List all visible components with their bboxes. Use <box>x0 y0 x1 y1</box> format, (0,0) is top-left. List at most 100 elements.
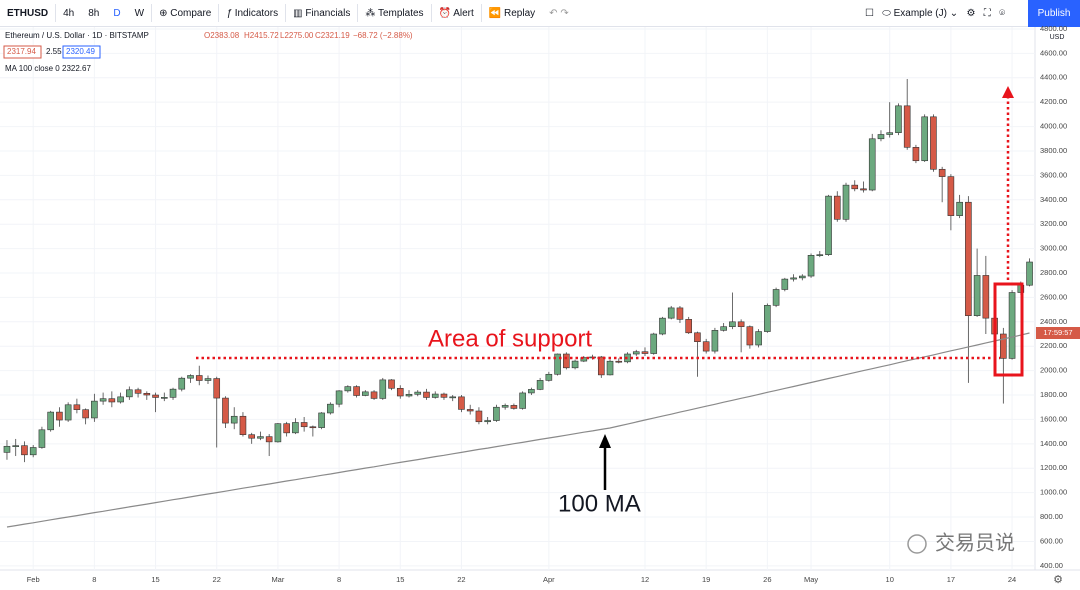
spread: 2.55 <box>46 47 62 56</box>
candle-body <box>528 389 535 394</box>
candle-body <box>379 379 387 399</box>
y-tick-label: 3000.00 <box>1040 244 1067 253</box>
y-tick-label: 4400.00 <box>1040 73 1067 82</box>
interval[interactable]: D <box>113 7 121 19</box>
candle-body <box>431 393 439 398</box>
candle-body <box>353 386 360 396</box>
candle-body <box>327 403 334 414</box>
candle-body <box>388 379 395 389</box>
candle-body <box>615 360 623 363</box>
candle-body <box>563 353 570 369</box>
candle-body <box>799 275 806 279</box>
interval[interactable]: 4h <box>63 7 75 19</box>
candle-body <box>230 415 238 424</box>
candle-body <box>126 389 133 398</box>
label: Replay <box>504 7 536 19</box>
y-tick-label: 2600.00 <box>1040 292 1067 301</box>
candle-body <box>597 356 605 376</box>
x-tick-label: 15 <box>396 575 404 584</box>
y-tick-label: 4800.00 <box>1040 24 1067 33</box>
candle-body <box>257 436 264 439</box>
candle-body <box>868 138 876 191</box>
publish-button[interactable]: Publish <box>1028 0 1080 27</box>
y-tick-label: 800.00 <box>1040 512 1063 521</box>
indicators-button[interactable]: ƒ Indicators <box>226 7 279 19</box>
undo-redo[interactable]: ↶ ↷ <box>549 7 569 19</box>
layout-menu[interactable]: ☐ ⬭ Example (J) ⌄ ⚙ ⛶ ⌾ <box>865 7 1006 19</box>
candle-body <box>29 447 37 456</box>
candle-body <box>781 278 789 290</box>
legend-title: Ethereum / U.S. Dollar · 1D · BITSTAMP <box>5 31 149 40</box>
x-tick-label: 24 <box>1008 575 1016 584</box>
x-tick-label: 26 <box>763 575 771 584</box>
legend-change: −68.72 (−2.88%) <box>353 31 413 40</box>
symbol[interactable]: ETHUSD <box>7 7 49 19</box>
candle-body <box>746 326 754 346</box>
label: Example (J) <box>893 7 947 19</box>
interval[interactable]: W <box>134 7 145 19</box>
ma-annotation: 100 MA <box>558 490 641 517</box>
candle-body <box>1008 292 1016 359</box>
x-tick-label: 12 <box>641 575 649 584</box>
interval[interactable]: 8h <box>88 7 100 19</box>
candle-body <box>676 307 684 320</box>
templates-button[interactable]: ⁂ Templates <box>365 7 424 19</box>
candle-body <box>204 378 212 381</box>
candle-body <box>134 389 142 394</box>
x-tick-label: Mar <box>271 575 284 584</box>
candle-body <box>545 373 553 381</box>
candle-body <box>91 400 98 419</box>
candle-body <box>912 147 920 162</box>
candle-body <box>169 388 177 398</box>
legend-close: C2321.19 <box>315 31 350 40</box>
candle-body <box>571 360 579 369</box>
candle-body <box>405 393 413 397</box>
x-tick-label: 22 <box>457 575 465 584</box>
candle-body <box>396 388 404 397</box>
candle-body <box>825 195 832 255</box>
x-tick-label: 8 <box>92 575 96 584</box>
candle-body <box>685 319 692 334</box>
candle-body <box>764 305 771 332</box>
candle-body <box>12 445 20 447</box>
candle-body <box>536 380 544 390</box>
candle-body <box>737 321 745 327</box>
candle-body <box>580 357 588 362</box>
highlight-box <box>993 282 1024 377</box>
alert-button[interactable]: ⏰ Alert <box>438 7 474 19</box>
candle-body <box>117 396 124 403</box>
candle-body <box>554 353 561 375</box>
financials-button[interactable]: ▥ Financials <box>293 7 351 19</box>
candle-body <box>903 105 911 148</box>
settings-icon[interactable]: ⚙ <box>1053 574 1063 586</box>
candle-body <box>921 116 928 162</box>
candle-body <box>300 422 308 428</box>
candle-body <box>73 404 81 410</box>
candle-body <box>21 445 28 456</box>
candle-body <box>292 422 299 434</box>
y-tick-label: 3800.00 <box>1040 146 1067 155</box>
candle-body <box>47 411 54 431</box>
candle-body <box>239 415 247 435</box>
candle-body <box>659 317 666 335</box>
candle-body <box>842 184 850 220</box>
x-tick-label: Feb <box>27 575 40 584</box>
candle-body <box>938 168 946 177</box>
replay-button[interactable]: ⏪ Replay <box>488 7 536 19</box>
y-tick-label: 3200.00 <box>1040 219 1067 228</box>
compare-button[interactable]: ⊕ Compare <box>159 7 212 19</box>
legend-high: H2415.72 <box>244 31 279 40</box>
x-tick-label: Apr <box>543 575 555 584</box>
candle-body <box>641 351 649 354</box>
y-tick-label: 4000.00 <box>1040 122 1067 131</box>
watermark-icon <box>907 534 927 554</box>
candle-body <box>1026 261 1033 286</box>
candle-body <box>877 134 885 140</box>
candle-body <box>667 307 675 319</box>
y-tick-label: 4600.00 <box>1040 48 1067 57</box>
candle-body <box>720 326 727 331</box>
candle-body <box>248 434 255 439</box>
separator <box>55 4 57 22</box>
candle-body <box>370 391 378 399</box>
